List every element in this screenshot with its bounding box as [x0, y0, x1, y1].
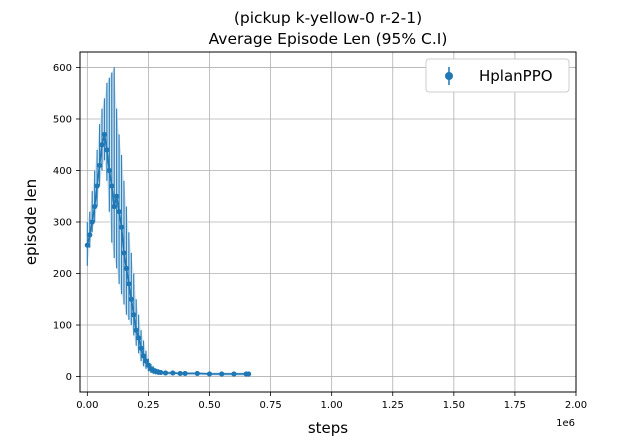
- data-point: [118, 224, 125, 230]
- data-point: [206, 371, 213, 377]
- legend-marker: [445, 72, 453, 80]
- y-tick-label: 400: [53, 166, 72, 177]
- data-point: [116, 209, 122, 215]
- legend-label: HplanPPO: [479, 67, 553, 85]
- x-tick-label: 1.25: [382, 400, 404, 411]
- data-point: [89, 219, 95, 225]
- data-point: [121, 250, 127, 256]
- data-point: [96, 162, 103, 168]
- confidence-band-area: [87, 67, 249, 377]
- data-point: [126, 281, 132, 287]
- x-tick-label: 0.50: [198, 400, 220, 411]
- data-point: [92, 203, 98, 210]
- data-point: [104, 147, 110, 153]
- data-point: [138, 345, 144, 351]
- data-point: [109, 183, 115, 189]
- y-axis-label: episode len: [22, 179, 40, 265]
- legend: HplanPPO: [425, 58, 570, 93]
- data-point: [162, 370, 169, 376]
- data-point: [87, 232, 93, 238]
- x-tick-label: 0.75: [259, 400, 281, 411]
- grid: [80, 52, 577, 392]
- y-ticks: 0 100 200 300 400 500 600: [53, 63, 80, 383]
- data-point: [245, 371, 252, 377]
- x-tick-label: 1.00: [321, 400, 343, 411]
- data-point: [182, 370, 188, 377]
- data-point: [143, 358, 149, 364]
- chart-subtitle: Average Episode Len (95% C.I): [209, 30, 448, 48]
- data-point: [101, 131, 108, 138]
- x-ticks: 0.00 0.25 0.50 0.75 1.00 1.25 1.50 1.75 2.00: [76, 392, 587, 411]
- x-tick-label: 2.00: [565, 400, 587, 411]
- chart-title: (pickup k-yellow-0 r-2-1): [234, 9, 422, 27]
- data-point: [177, 370, 183, 377]
- x-tick-label: 1.50: [443, 400, 465, 411]
- y-tick-label: 200: [53, 269, 72, 280]
- data-point: [170, 370, 176, 376]
- data-point: [106, 167, 112, 174]
- data-point: [99, 142, 105, 148]
- legend-box: [425, 58, 570, 93]
- data-point: [123, 265, 130, 271]
- data-point: [158, 369, 164, 376]
- y-tick-label: 500: [53, 114, 72, 125]
- data-point: [114, 193, 120, 199]
- x-tick-label: 0.00: [76, 400, 98, 411]
- data-point: [94, 183, 100, 189]
- x-axis-label: steps: [308, 419, 348, 437]
- y-tick-label: 300: [53, 218, 72, 229]
- data-point: [194, 370, 200, 377]
- y-tick-label: 0: [66, 372, 72, 383]
- data-point: [140, 353, 147, 359]
- data-point: [219, 371, 225, 377]
- series-points: [84, 67, 252, 377]
- data-point: [136, 335, 142, 341]
- x-tick-label: 1.75: [504, 400, 526, 411]
- x-offset-label: 1e6: [556, 418, 575, 429]
- data-point: [133, 327, 139, 333]
- data-point: [111, 203, 117, 210]
- confidence-band: [87, 67, 249, 377]
- data-point: [128, 296, 134, 302]
- y-tick-label: 100: [53, 321, 72, 332]
- x-tick-label: 0.25: [137, 400, 159, 411]
- data-point: [131, 312, 137, 318]
- y-tick-label: 600: [53, 63, 72, 74]
- data-point: [231, 371, 237, 377]
- data-point: [84, 242, 90, 248]
